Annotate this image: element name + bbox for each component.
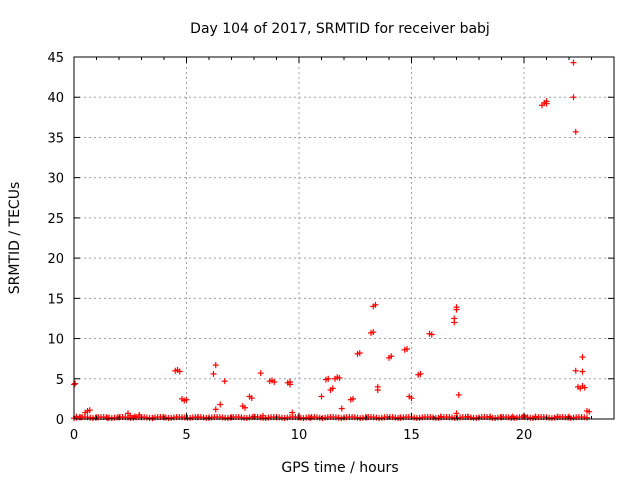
x-tick-label: 5 [182,428,190,443]
data-point [258,370,264,376]
y-tick-label: 45 [47,51,64,66]
data-point [580,354,586,360]
data-point [213,406,219,412]
data-point [573,368,579,374]
data-point [217,402,223,408]
y-axis-title: SRMTID / TECUs [7,182,23,295]
data-point [339,406,345,412]
y-tick-label: 10 [47,333,64,348]
y-tick-label: 0 [56,413,64,428]
data-point [571,94,577,100]
grid [74,57,614,419]
y-tick-label: 20 [47,252,64,267]
data-point [375,387,381,393]
x-tick-label: 20 [516,428,533,443]
y-tick-label: 25 [47,212,64,227]
y-tick-label: 15 [47,292,64,307]
data-point [319,393,325,399]
y-tick-label: 35 [47,131,64,146]
data-point [584,415,590,421]
axis-ticks: 0 5 10 15 20 0 5 10 15 20 25 30 35 40 45 [47,51,614,443]
x-tick-label: 10 [291,428,308,443]
y-tick-label: 5 [56,373,64,388]
data-point [222,378,228,384]
data-point [573,129,579,135]
x-tick-label: 15 [403,428,420,443]
plot-frame [74,57,614,419]
data-points [71,60,592,422]
data-point [580,369,586,375]
data-point [571,60,577,66]
data-point [307,415,313,421]
data-point [456,392,462,398]
x-axis-title: GPS time / hours [281,460,398,476]
y-tick-label: 40 [47,91,64,106]
data-point [105,415,111,421]
data-point [211,371,217,377]
data-point [213,362,219,368]
x-tick-label: 0 [70,428,78,443]
data-point [72,381,78,387]
chart-title: Day 104 of 2017, SRMTID for receiver bab… [190,21,490,37]
data-point [451,319,457,325]
y-tick-label: 30 [47,172,64,187]
